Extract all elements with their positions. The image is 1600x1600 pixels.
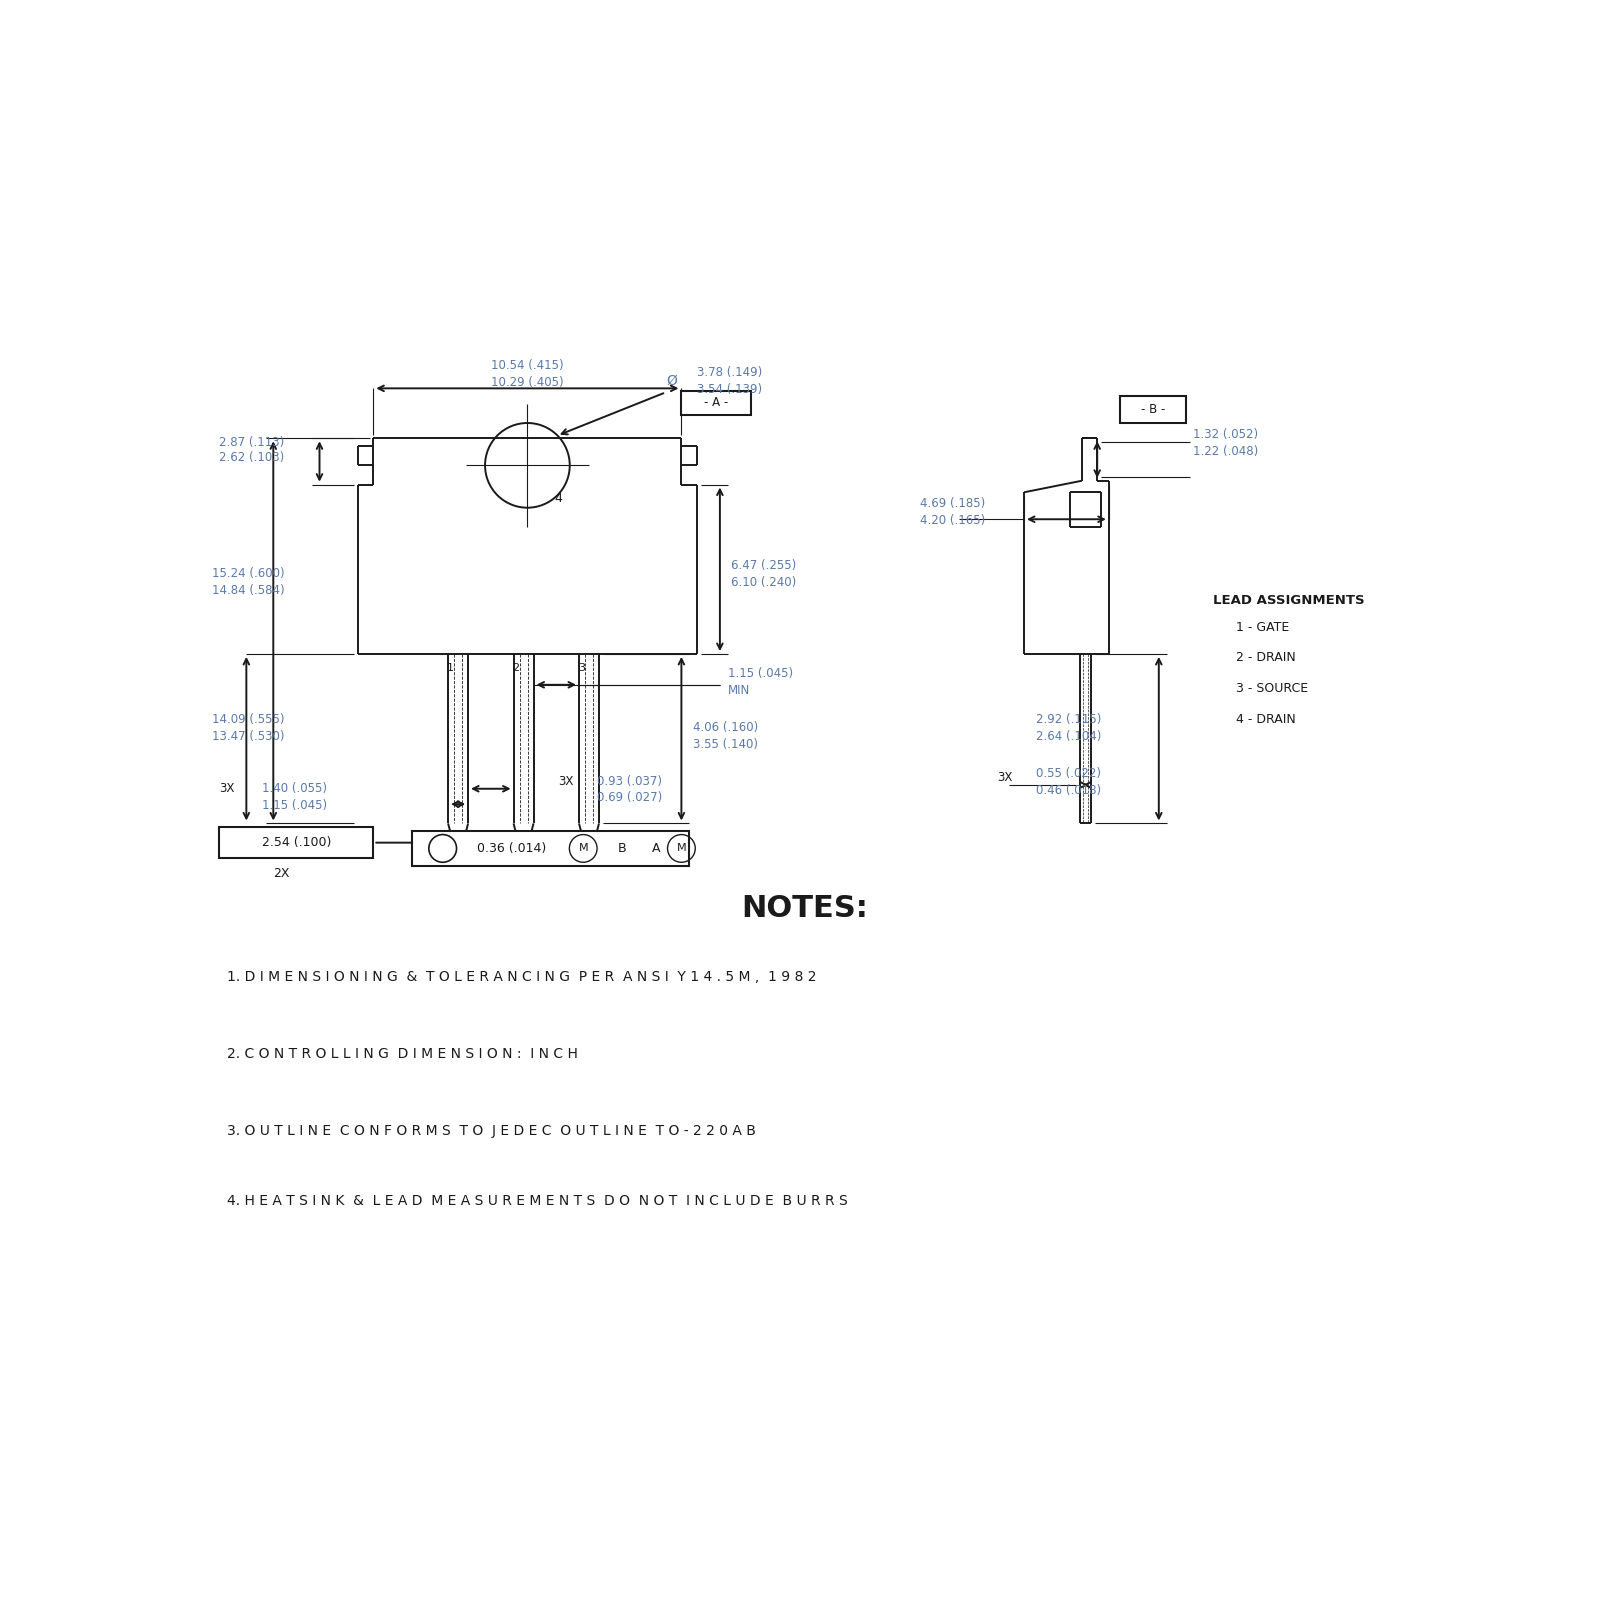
Text: 1: 1 — [446, 664, 454, 674]
Text: 1 - GATE: 1 - GATE — [1235, 621, 1290, 634]
Text: 4 - DRAIN: 4 - DRAIN — [1235, 714, 1296, 726]
Text: LEAD ASSIGNMENTS: LEAD ASSIGNMENTS — [1213, 594, 1365, 606]
Text: 4.69 (.185): 4.69 (.185) — [920, 498, 986, 510]
Text: MIN: MIN — [728, 683, 750, 696]
Text: 0.69 (.027): 0.69 (.027) — [597, 792, 662, 805]
Text: 4.06 (.160): 4.06 (.160) — [693, 720, 758, 734]
Text: B: B — [618, 842, 626, 854]
Text: - A -: - A - — [704, 397, 728, 410]
Text: A: A — [653, 842, 661, 854]
Text: 10.29 (.405): 10.29 (.405) — [491, 376, 563, 389]
Text: 0.55 (.022): 0.55 (.022) — [1035, 766, 1101, 779]
Text: 3.54 (.139): 3.54 (.139) — [698, 384, 762, 397]
Text: 3 - SOURCE: 3 - SOURCE — [1235, 682, 1307, 694]
Text: 13.47 (.530): 13.47 (.530) — [211, 730, 285, 742]
Text: 3. O U T L I N E  C O N F O R M S  T O  J E D E C  O U T L I N E  T O - 2 2 0 A : 3. O U T L I N E C O N F O R M S T O J E… — [227, 1125, 755, 1139]
Text: 2.92 (.115): 2.92 (.115) — [1035, 714, 1101, 726]
Text: 1.40 (.055): 1.40 (.055) — [262, 782, 326, 795]
Text: 1.15 (.045): 1.15 (.045) — [262, 798, 326, 813]
Text: 3X: 3X — [997, 771, 1013, 784]
Text: 2. C O N T R O L L I N G  D I M E N S I O N :  I N C H: 2. C O N T R O L L I N G D I M E N S I O… — [227, 1048, 578, 1061]
Text: 14.84 (.584): 14.84 (.584) — [211, 584, 285, 597]
Text: M: M — [579, 843, 589, 853]
Text: 2.62 (.103): 2.62 (.103) — [219, 451, 285, 464]
Bar — [1120, 397, 1186, 422]
Text: 2: 2 — [512, 664, 520, 674]
Text: NOTES:: NOTES: — [741, 893, 869, 923]
Text: - B -: - B - — [1141, 403, 1165, 416]
Bar — [219, 827, 373, 858]
Text: 3: 3 — [578, 664, 586, 674]
Text: 1. D I M E N S I O N I N G  &  T O L E R A N C I N G  P E R  A N S I  Y 1 4 . 5 : 1. D I M E N S I O N I N G & T O L E R A… — [227, 970, 816, 984]
Text: 0.46 (.018): 0.46 (.018) — [1035, 784, 1101, 797]
Bar — [411, 830, 690, 866]
Text: 1.32 (.052): 1.32 (.052) — [1194, 429, 1259, 442]
Text: 3X: 3X — [219, 782, 235, 795]
Text: 0.36 (.014): 0.36 (.014) — [477, 842, 547, 854]
Text: 2.87 (.113): 2.87 (.113) — [219, 435, 285, 448]
Text: 10.54 (.415): 10.54 (.415) — [491, 358, 563, 371]
Text: 4. H E A T S I N K  &  L E A D  M E A S U R E M E N T S  D O  N O T  I N C L U D: 4. H E A T S I N K & L E A D M E A S U R… — [227, 1194, 848, 1208]
Text: 2X: 2X — [272, 867, 290, 880]
Text: 4.20 (.165): 4.20 (.165) — [920, 514, 986, 528]
Text: 6.47 (.255): 6.47 (.255) — [731, 558, 797, 571]
Text: 1.15 (.045): 1.15 (.045) — [728, 667, 792, 680]
Text: 4: 4 — [554, 493, 562, 506]
Text: 3X: 3X — [558, 774, 573, 787]
Text: 15.24 (.600): 15.24 (.600) — [211, 566, 285, 579]
Text: 1.22 (.048): 1.22 (.048) — [1194, 445, 1259, 458]
Text: 2.54 (.100): 2.54 (.100) — [262, 837, 331, 850]
Text: 6.10 (.240): 6.10 (.240) — [731, 576, 797, 589]
Text: 2 - DRAIN: 2 - DRAIN — [1235, 651, 1296, 664]
Bar — [682, 390, 750, 416]
Text: 0.93 (.037): 0.93 (.037) — [597, 774, 662, 787]
Text: 3.78 (.149): 3.78 (.149) — [698, 366, 762, 379]
Text: Ø: Ø — [667, 374, 677, 387]
Text: 2.64 (.104): 2.64 (.104) — [1035, 730, 1101, 742]
Text: M: M — [677, 843, 686, 853]
Text: 14.09 (.555): 14.09 (.555) — [211, 714, 285, 726]
Text: 3.55 (.140): 3.55 (.140) — [693, 738, 758, 750]
